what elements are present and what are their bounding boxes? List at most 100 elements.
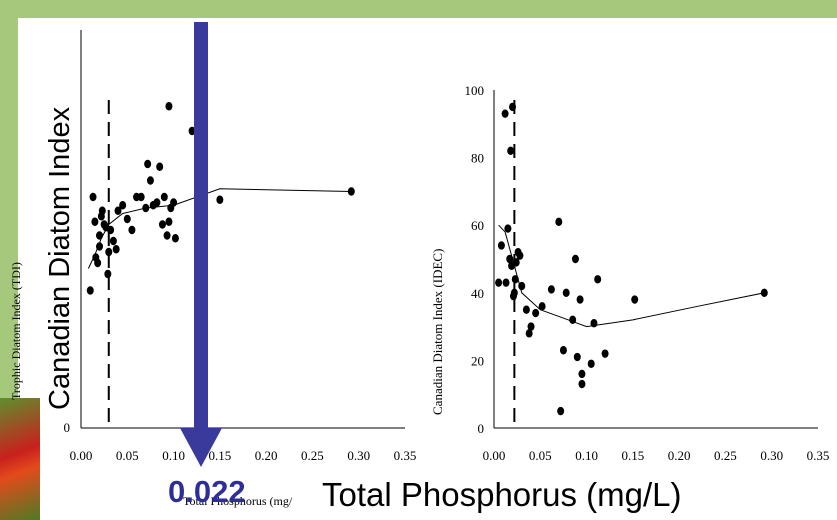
right-data-point [760,288,768,297]
right-data-point [559,346,567,355]
right-data-point [507,146,515,156]
left-data-point [114,206,122,215]
right-y-axis-label: Canadian Diatom Index (IDEC) [430,249,445,415]
right-x-tick-label: 0.20 [668,448,691,463]
right-data-point [501,109,509,118]
left-data-point [163,231,171,240]
right-data-point [532,308,540,318]
left-data-point [128,225,136,235]
left-x-ticks: 0.00 0.05 0.10 0.15 0.20 0.25 0.30 0.35 [70,448,417,463]
right-data-point [594,275,602,284]
left-data-points [86,102,355,295]
right-x-tick-label: 0.05 [529,448,552,463]
right-data-point [578,369,586,379]
left-x-tick-label: 0.10 [162,448,185,463]
right-data-point [510,288,518,297]
right-trend-line [498,224,765,328]
right-data-point [495,278,503,287]
right-x-tick-label: 0.10 [575,448,598,463]
arrow-head-icon [180,428,222,467]
right-data-point [573,352,581,362]
left-data-point [98,206,106,215]
overlay-y-axis-title: Canadian Diatom Index [44,106,76,410]
right-x-tick-label: 0.15 [621,448,644,463]
left-data-point [107,225,115,235]
left-x-axis-label: Total Phosphorus (mg/ [183,494,293,508]
left-data-point [94,258,102,268]
right-x-tick-label: 0.35 [807,448,830,463]
right-data-point [557,406,565,416]
right-data-point [518,281,526,291]
left-data-point [112,245,120,254]
right-data-point [516,251,524,260]
right-data-point [555,217,563,227]
right-data-point [504,224,512,233]
right-data-point [497,241,505,250]
right-y-tick-label: 100 [465,83,485,98]
right-y-ticks: 0 20 40 60 80 100 [465,83,485,436]
right-data-point [509,102,517,112]
left-data-point [91,217,99,226]
left-y-tick-label: 0 [64,420,71,435]
right-data-point [578,379,586,389]
left-x-tick-label: 0.30 [347,448,370,463]
right-data-point [571,254,579,264]
left-x-tick-label: 0.35 [394,448,417,463]
left-x-tick-label: 0.25 [301,448,324,463]
slide-left-band [0,18,18,398]
right-y-tick-label: 60 [471,218,484,233]
left-data-point [216,195,224,204]
right-data-point [547,285,555,294]
right-data-point [569,315,577,325]
right-data-point [525,329,533,338]
right-y-tick-label: 20 [471,353,484,368]
left-data-point [137,192,145,202]
left-data-point [86,286,94,295]
left-data-point [347,187,355,196]
left-y-axis-label: Trophic Diatom Index (TDI) [9,262,23,400]
flower-photo [0,398,40,520]
left-data-point [165,102,173,111]
threshold-value: 0.022 [168,474,246,509]
slide-top-band [0,0,837,18]
left-data-point [119,201,127,210]
right-y-tick-label: 40 [471,286,484,301]
right-data-point [512,258,520,267]
left-data-point [96,231,104,240]
right-data-point [587,359,595,368]
right-y-tick-label: 80 [471,151,484,166]
right-data-point [522,305,530,314]
left-data-point [158,220,166,229]
arrow-indicator [180,22,222,467]
left-data-point [89,192,97,202]
right-chart: 0 20 40 60 80 100 0.00 0.05 0.10 0.15 0.20 0.25 0.3… [430,83,829,463]
right-data-point [590,319,598,328]
left-data-point [170,198,178,207]
left-data-point [104,269,112,279]
left-data-point [171,234,179,243]
left-data-point [123,214,131,224]
left-data-point [105,247,113,257]
overlay-x-axis-title: Total Phosphorus (mg/L) [322,476,682,513]
left-data-point [153,198,161,207]
left-x-tick-label: 0.05 [116,448,139,463]
right-x-tick-label: 0.30 [760,448,783,463]
left-chart: 0 0.00 0.05 0.10 0.15 0.20 0.25 0.30 0.35 Troph… [9,30,416,463]
left-x-tick-label: 0.00 [70,448,93,463]
right-x-tick-label: 0.00 [483,448,506,463]
arrow-shaft [194,22,208,432]
left-data-point [144,159,152,169]
right-y-tick-label: 0 [478,421,485,436]
left-data-point [160,192,168,202]
right-data-point [601,349,609,358]
right-data-point [576,295,584,304]
right-data-point [506,254,514,264]
right-data-point [527,322,535,331]
right-x-ticks: 0.00 0.05 0.10 0.15 0.20 0.25 0.30 0.35 [483,448,830,463]
right-data-point [538,302,546,311]
right-data-point [502,278,510,287]
left-x-tick-label: 0.15 [208,448,231,463]
right-data-point [631,295,639,304]
left-x-tick-label: 0.20 [255,448,278,463]
